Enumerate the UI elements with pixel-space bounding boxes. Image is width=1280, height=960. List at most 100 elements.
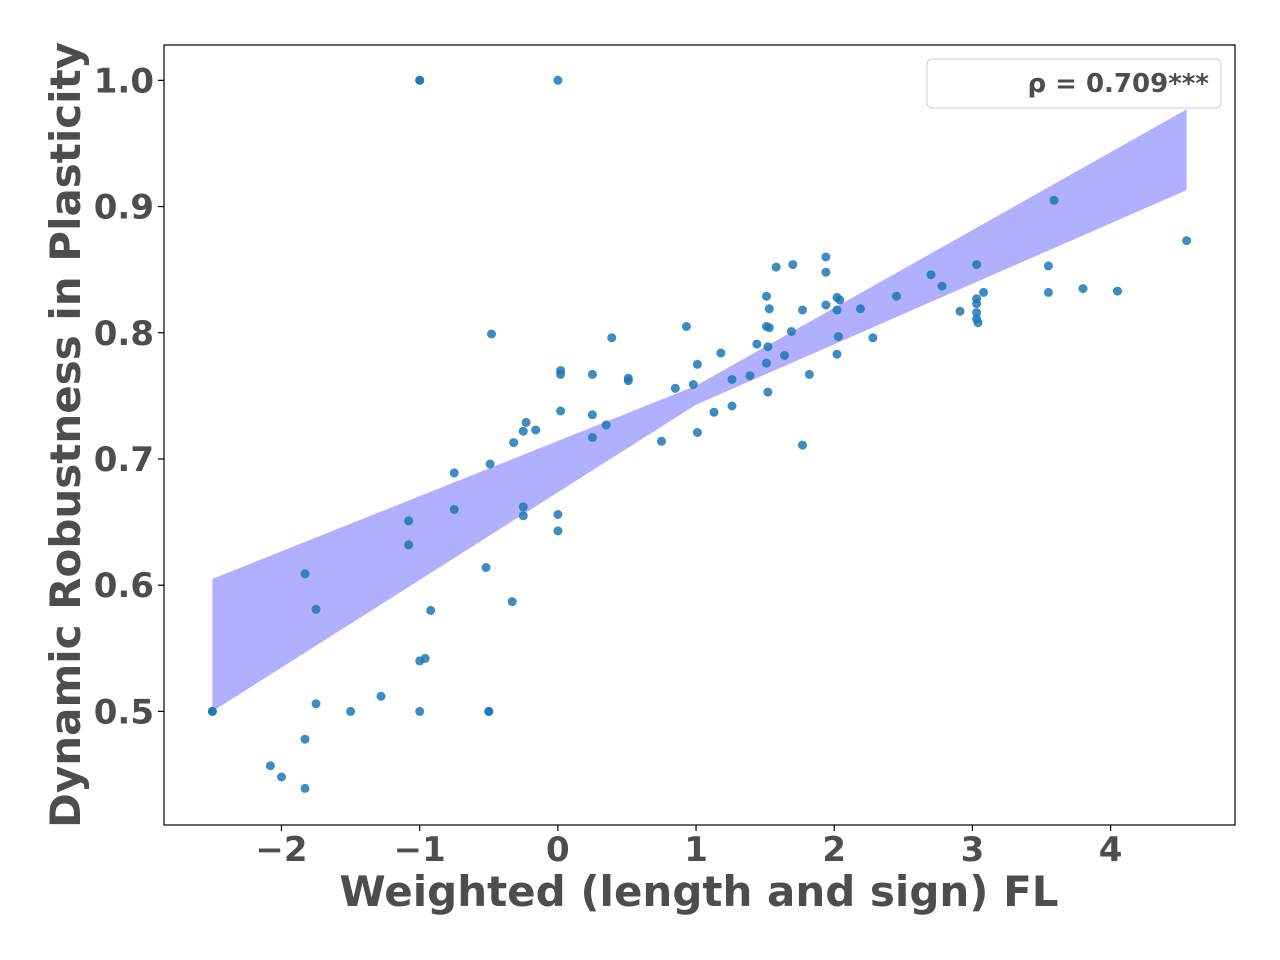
scatter-point [300, 734, 310, 744]
scatter-point [937, 281, 947, 291]
scatter-point [973, 318, 983, 328]
legend-box [926, 58, 1222, 109]
x-tick-label: 2 [822, 830, 846, 870]
x-tick-label: 1 [684, 830, 708, 870]
scatter-point [518, 426, 528, 436]
scatter-point [833, 332, 843, 342]
y-tick-label: 1.0 [94, 61, 154, 101]
scatter-point [771, 262, 781, 272]
scatter-point [521, 417, 531, 427]
scatter-point [979, 287, 988, 297]
scatter-point [587, 433, 597, 442]
scatter-point [709, 407, 719, 417]
scatter-point [404, 540, 414, 550]
scatter-point [821, 252, 831, 262]
scatter-point [692, 428, 702, 437]
scatter-point [763, 387, 773, 397]
scatter-point [449, 505, 459, 514]
scatter-point [752, 339, 762, 349]
scatter-point [1049, 195, 1059, 205]
scatter-point [553, 75, 563, 85]
scatter-point [623, 376, 633, 386]
points-layer [207, 75, 1192, 793]
y-axis: 0.5 0.6 0.7 0.8 0.9 1.0 [94, 61, 164, 732]
scatter-point [681, 322, 691, 331]
scatter-point [821, 300, 831, 310]
scatter-point [972, 260, 982, 270]
scatter-point [832, 305, 842, 315]
scatter-point [311, 604, 321, 614]
scatter-point [507, 597, 517, 607]
scatter-point [821, 267, 831, 277]
scatter-point [420, 653, 430, 663]
x-axis: −2 −1 0 1 2 3 4 [255, 825, 1122, 870]
scatter-point [727, 375, 737, 384]
scatter-point [856, 304, 865, 314]
x-tick-label: 3 [961, 830, 985, 870]
scatter-point [556, 406, 566, 416]
scatter-point [518, 511, 528, 521]
scatter-point [786, 327, 796, 336]
scatter-point [657, 436, 666, 446]
scatter-point [762, 358, 771, 368]
scatter-point [415, 75, 425, 85]
scatter-point [607, 333, 617, 343]
scatter-point [716, 348, 726, 358]
scatter-point [780, 351, 789, 360]
scatter-point [972, 299, 982, 309]
scatter-point [587, 410, 597, 420]
scatter-point [804, 369, 814, 379]
scatter-point [1078, 284, 1088, 294]
scatter-point [764, 304, 774, 314]
scatter-point [376, 691, 386, 701]
scatter-point [764, 323, 774, 333]
scatter-point [763, 342, 773, 352]
x-tick-label: −1 [394, 830, 446, 870]
scatter-point [926, 270, 936, 280]
scatter-point [762, 291, 771, 301]
scatter-point [788, 260, 798, 270]
scatter-point [692, 359, 702, 369]
scatter-point [727, 401, 737, 411]
scatter-point [832, 349, 842, 359]
scatter-point [955, 306, 965, 316]
scatter-point [415, 706, 425, 716]
scatter-point [277, 772, 286, 782]
scatter-point [798, 305, 807, 315]
scatter-point [868, 333, 878, 343]
x-axis-label: Weighted (length and sign) FL [339, 867, 1058, 916]
scatter-point [891, 291, 901, 301]
scatter-point [601, 420, 611, 430]
scatter-point [556, 366, 566, 376]
scatter-point [484, 706, 494, 716]
scatter-point [553, 526, 563, 536]
scatter-point [485, 459, 495, 469]
regression-confidence-band [212, 109, 1187, 712]
scatter-point [745, 371, 755, 381]
scatter-point [311, 699, 321, 709]
x-tick-label: 4 [1099, 830, 1123, 870]
y-tick-label: 0.7 [94, 440, 154, 480]
x-tick-label: 0 [546, 830, 570, 870]
scatter-point [835, 295, 845, 305]
scatter-point [518, 502, 528, 512]
y-axis-label: Dynamic Robustness in Plasticity [41, 42, 90, 828]
plot-frame [163, 44, 1236, 826]
scatter-point [346, 706, 356, 716]
scatter-point [670, 383, 680, 393]
scatter-point [300, 783, 310, 793]
scatter-point [207, 706, 217, 716]
scatter-point [487, 329, 496, 339]
scatter-point [688, 380, 698, 389]
legend: ρ = 0.709*** [926, 58, 1222, 109]
legend-text: ρ = 0.709*** [1027, 69, 1209, 99]
scatter-point [509, 438, 519, 448]
scatter-point [265, 761, 275, 771]
scatter-point [587, 369, 597, 379]
scatter-point [1113, 286, 1122, 296]
scatter-point [404, 516, 414, 526]
scatter-point [972, 308, 982, 318]
scatter-point [798, 440, 807, 450]
scatter-point [481, 563, 491, 572]
